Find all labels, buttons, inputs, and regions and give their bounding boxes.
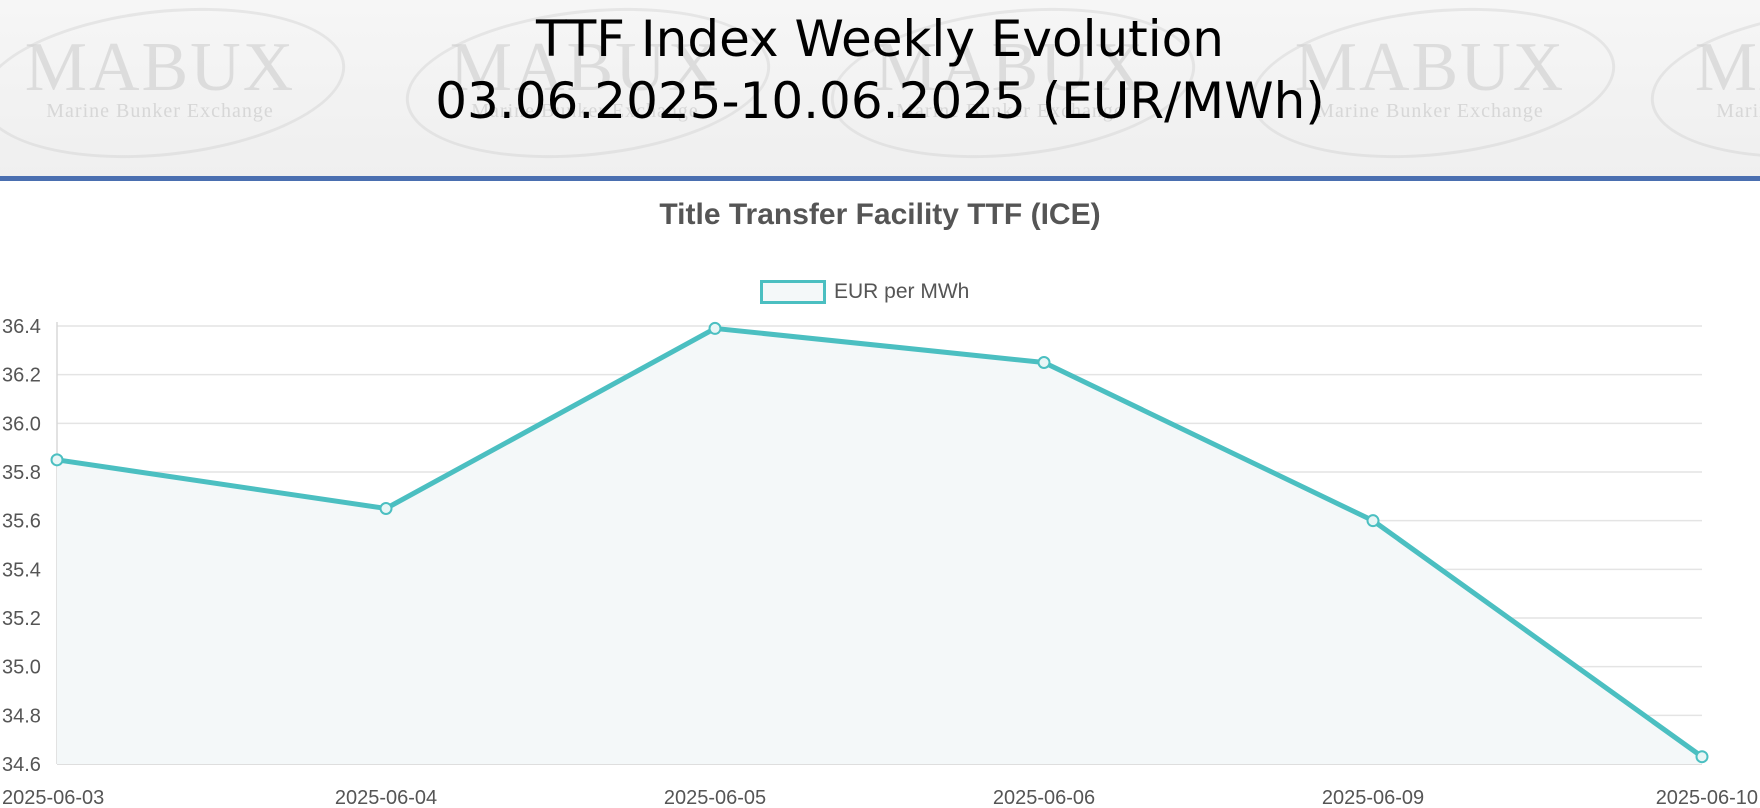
watermark-strip: MABUX Marine Bunker Exchange MABUX Marin…	[0, 0, 1760, 176]
y-tick-label: 35.2	[2, 608, 41, 630]
header-banner: MABUX Marine Bunker Exchange MABUX Marin…	[0, 0, 1760, 178]
y-tick-label: 36.2	[2, 365, 41, 387]
watermark-word: MABUX	[24, 29, 296, 106]
y-tick-label: 35.0	[2, 657, 41, 679]
chart-legend[interactable]: EUR per MWh	[760, 276, 969, 308]
y-tick-label: 36.0	[2, 413, 41, 435]
y-tick-label: 34.6	[2, 754, 41, 776]
watermark-sub: Marine Bunker Exchange	[896, 100, 1124, 122]
watermark-logo: MABUX Marine Bunker Exchange	[823, 0, 1203, 175]
watermark-sub: Marine Bunker Exchange	[1716, 100, 1760, 122]
series-area-fill	[57, 328, 1702, 764]
watermark-sub: Marine Bunker Exchange	[46, 100, 274, 122]
y-tick-label: 35.4	[2, 559, 41, 581]
page-title-line2: 03.06.2025-10.06.2025 (EUR/MWh)	[435, 72, 1325, 130]
watermark-word: MABUX	[1294, 29, 1566, 106]
header-divider	[0, 176, 1760, 181]
data-point[interactable]	[50, 453, 64, 467]
page-title: TTF Index Weekly Evolution 03.06.2025-10…	[0, 8, 1760, 132]
legend-swatch	[760, 280, 826, 304]
watermark-sub: Marine Bunker Exchange	[471, 100, 699, 122]
x-tick-label: 2025-06-06	[993, 787, 1095, 808]
data-point[interactable]	[1695, 750, 1709, 764]
y-tick-label: 35.6	[2, 511, 41, 533]
x-tick-label: 2025-06-05	[664, 787, 766, 808]
watermark-logo: MABUX Marine Bunker Exchange	[0, 0, 353, 175]
watermark-word: MABUX	[1694, 29, 1760, 106]
data-point[interactable]	[1366, 514, 1380, 528]
page-title-line1: TTF Index Weekly Evolution	[536, 10, 1224, 68]
watermark-word: MABUX	[449, 29, 721, 106]
legend-label: EUR per MWh	[834, 280, 970, 303]
x-tick-label: 2025-06-10	[1656, 787, 1758, 808]
series-line	[56, 325, 1704, 759]
x-tick-label: 2025-06-04	[335, 787, 437, 808]
watermark-sub: Marine Bunker Exchange	[1316, 100, 1544, 122]
x-tick-label: 2025-06-09	[1322, 787, 1424, 808]
y-tick-label: 36.4	[2, 316, 41, 338]
data-point[interactable]	[379, 502, 393, 515]
watermark-logo: MABUX Marine Bunker Exchange	[398, 0, 778, 175]
x-tick-label: 2025-06-03	[2, 787, 104, 808]
data-point[interactable]	[708, 321, 722, 335]
chart-title: Title Transfer Facility TTF (ICE)	[659, 198, 1101, 231]
watermark-logo: MABUX Marine Bunker Exchange	[1643, 0, 1760, 175]
watermark-word: MABUX	[874, 29, 1146, 106]
data-point[interactable]	[1037, 356, 1051, 369]
y-tick-label: 34.8	[2, 705, 41, 727]
y-tick-label: 35.8	[2, 462, 41, 484]
watermark-logo: MABUX Marine Bunker Exchange	[1243, 0, 1623, 175]
